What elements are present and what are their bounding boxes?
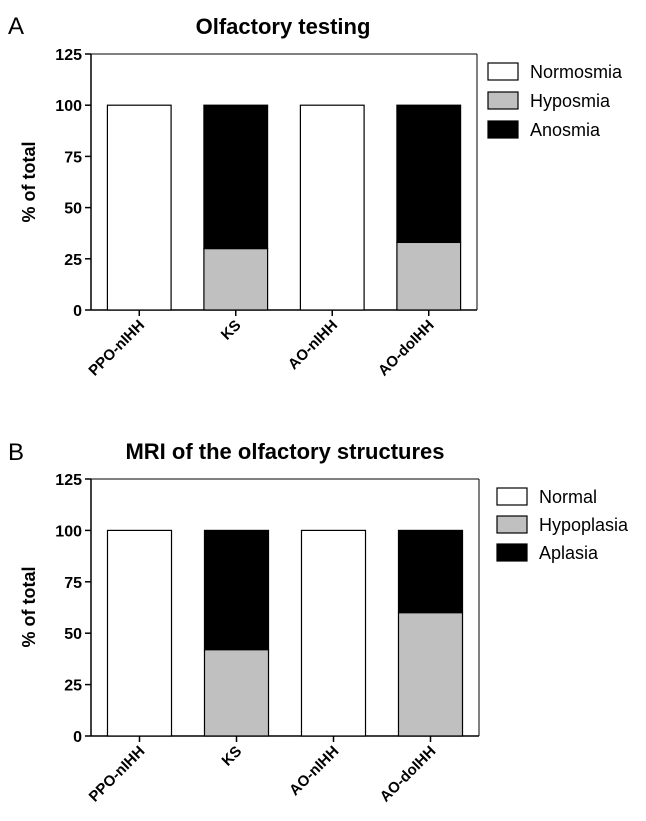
y-tick-label: 25	[64, 252, 82, 269]
bar-segment-aplasia	[397, 529, 464, 614]
legend-swatch-hyposmia	[487, 91, 519, 110]
legend-swatch-anosmia	[487, 120, 519, 139]
chart-panel-a: A Olfactory testing % of total 0 25 50 75 10…	[8, 13, 623, 380]
chart-title-a: Olfactory testing	[196, 14, 371, 39]
y-axis-label-b: % of total	[19, 567, 39, 648]
bars-a	[106, 104, 462, 311]
legend-b: Normal Hypoplasia Aplasia	[496, 487, 629, 563]
bar-segment-normal	[106, 529, 173, 737]
legend-label-hypoplasia: Hypoplasia	[539, 515, 629, 535]
x-tick-label: PPO-nIHH	[86, 743, 149, 806]
x-tick-label: AO-doIHH	[375, 317, 438, 380]
y-tick-label: 125	[55, 472, 82, 489]
y-tick-label: 25	[64, 678, 82, 695]
x-tick-label: AO-doIHH	[377, 743, 440, 806]
bar-segment-anosmia	[396, 104, 462, 244]
chart-title-b: MRI of the olfactory structures	[125, 439, 444, 464]
bar-segment-aplasia	[203, 529, 270, 651]
x-tick-label: AO-nIHH	[286, 743, 342, 799]
legend-label-anosmia: Anosmia	[530, 120, 601, 140]
y-tick-label: 0	[73, 303, 82, 320]
bar-segment-hyposmia	[203, 247, 269, 311]
y-tick-label: 100	[55, 523, 82, 540]
x-tick-labels-b: PPO-nIHH KS AO-nIHH AO-doIHH	[86, 736, 440, 806]
y-tick-label: 50	[64, 201, 82, 218]
x-tick-labels-a: PPO-nIHH KS AO-nIHH AO-doIHH	[85, 310, 438, 380]
bar-segment-hyposmia	[396, 241, 462, 311]
legend-label-normosmia: Normosmia	[530, 62, 623, 82]
panel-letter-a: A	[8, 13, 24, 40]
y-tick-label: 50	[64, 626, 82, 643]
legend-label-hyposmia: Hyposmia	[530, 91, 611, 111]
bar-segment-anosmia	[203, 104, 269, 250]
panel-letter-b: B	[8, 439, 24, 466]
y-tick-label: 125	[55, 47, 82, 64]
bar-segment-hypoplasia	[203, 649, 270, 737]
bar-segment-normosmia	[299, 104, 365, 311]
legend-swatch-hypoplasia	[496, 515, 528, 534]
chart-panel-b: B MRI of the olfactory structures % of t…	[8, 439, 629, 806]
legend-label-normal: Normal	[539, 487, 597, 507]
y-tick-label: 0	[73, 729, 82, 746]
x-tick-label: PPO-nIHH	[85, 317, 148, 380]
bar-segment-normosmia	[106, 104, 172, 311]
legend-swatch-normal	[496, 487, 528, 506]
y-ticks-b: 0 25 50 75 100 125	[55, 472, 91, 746]
y-tick-label: 75	[64, 149, 82, 166]
x-tick-label: KS	[218, 317, 245, 344]
bar-segment-normal	[300, 529, 367, 737]
y-tick-label: 100	[55, 98, 82, 115]
bars-b	[106, 529, 464, 737]
legend-swatch-normosmia	[487, 62, 519, 81]
y-tick-label: 75	[64, 575, 82, 592]
bar-segment-hypoplasia	[397, 612, 464, 737]
legend-label-aplasia: Aplasia	[539, 543, 599, 563]
y-axis-label-a: % of total	[19, 142, 39, 223]
x-tick-label: AO-nIHH	[285, 317, 341, 373]
x-tick-label: KS	[219, 743, 246, 770]
legend-swatch-aplasia	[496, 543, 528, 562]
y-ticks-a: 0 25 50 75 100 125	[55, 47, 91, 320]
legend-a: Normosmia Hyposmia Anosmia	[487, 62, 623, 140]
